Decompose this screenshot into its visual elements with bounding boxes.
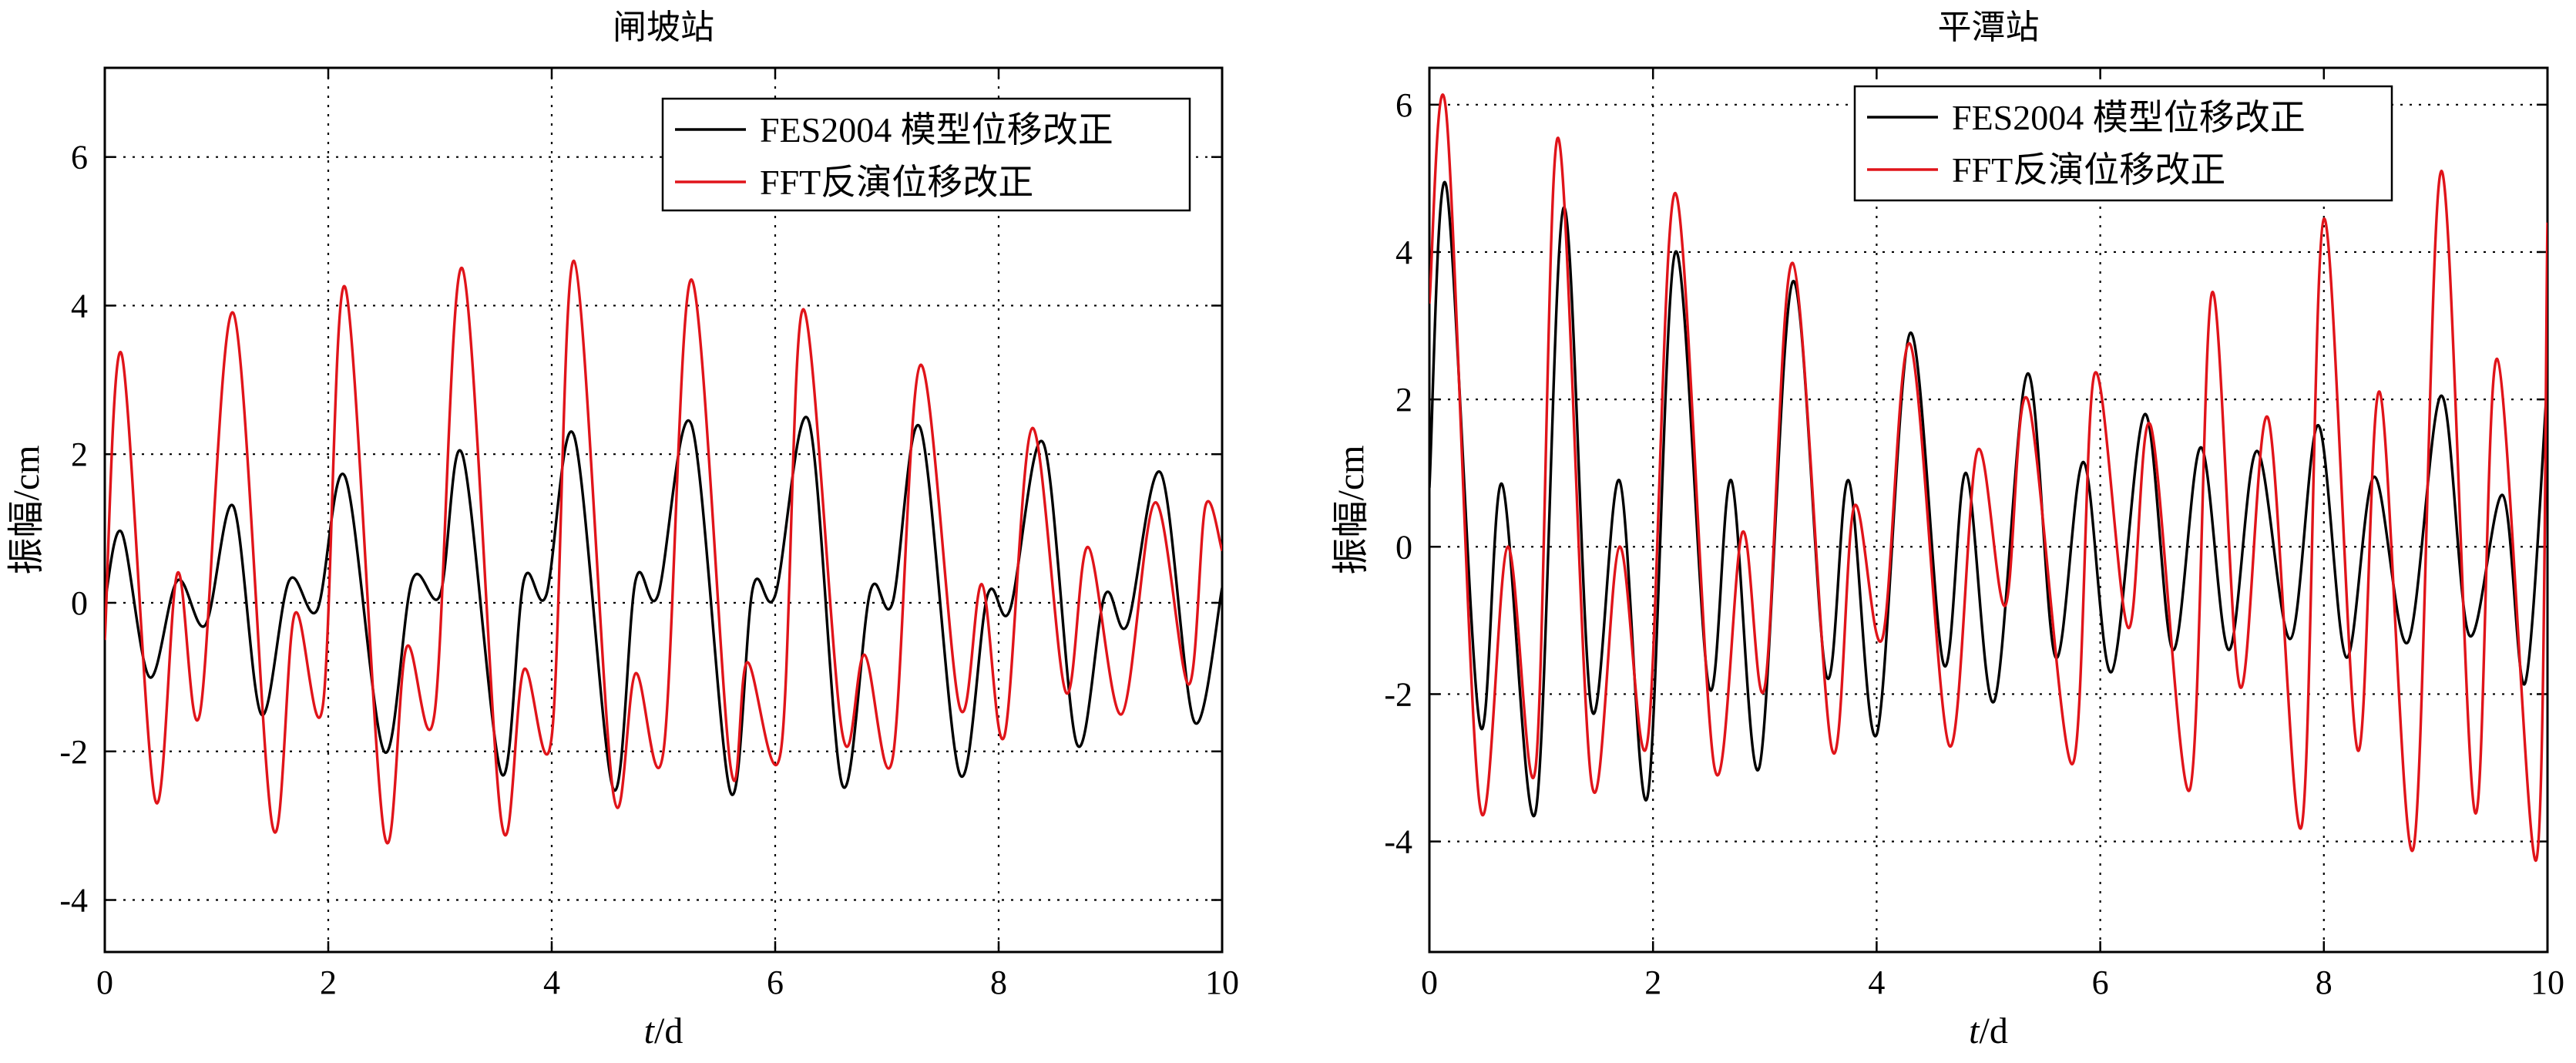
chart-title: 闸坡站 bbox=[613, 8, 714, 46]
y-tick-label: 4 bbox=[71, 287, 88, 325]
y-tick-label: -4 bbox=[59, 882, 88, 920]
x-axis-label-var: t bbox=[644, 1011, 656, 1051]
plot-frame bbox=[1428, 66, 2549, 954]
chart-1: 0 2 4 6 8 10 -4 -2 0 2 4 6 闸坡站 t/d 振幅/cm FES2004 模型位移改正… bbox=[6, 8, 1239, 1051]
series-line-2 bbox=[105, 259, 1222, 845]
legend-box bbox=[661, 97, 1191, 212]
x-tick-label: 6 bbox=[2092, 964, 2109, 1001]
chart-title: 平潭站 bbox=[1938, 8, 2040, 46]
legend-label-2: FFT反演位移改正 bbox=[760, 163, 1033, 202]
x-axis-label-var: t bbox=[1969, 1011, 1980, 1051]
y-tick-label: -4 bbox=[1384, 823, 1412, 861]
legend-label-2: FFT反演位移改正 bbox=[1952, 150, 2225, 190]
y-tick-label: -2 bbox=[59, 733, 88, 771]
x-tick-label: 2 bbox=[320, 964, 337, 1001]
x-tick-label: 0 bbox=[96, 964, 113, 1001]
series-line-1 bbox=[1429, 180, 2547, 817]
y-tick-label: -2 bbox=[1384, 675, 1412, 713]
y-tick-label: 2 bbox=[1395, 381, 1412, 419]
series-line-1 bbox=[105, 415, 1222, 796]
legend-label-1: FES2004 模型位移改正 bbox=[1952, 98, 2306, 137]
x-tick-label: 8 bbox=[990, 964, 1007, 1001]
x-axis-label-unit: /d bbox=[654, 1011, 683, 1051]
legend: FES2004 模型位移改正 FFT反演位移改正 bbox=[1853, 85, 2393, 202]
y-axis-label: 振幅/cm bbox=[6, 446, 47, 575]
legend-box bbox=[1853, 85, 2393, 202]
x-tick-label: 2 bbox=[1644, 964, 1661, 1001]
y-tick-label: 4 bbox=[1395, 234, 1412, 271]
x-tick-label: 4 bbox=[1868, 964, 1885, 1001]
legend: FES2004 模型位移改正 FFT反演位移改正 bbox=[661, 97, 1191, 212]
x-axis-label: t/d bbox=[1969, 1011, 2008, 1051]
y-tick-label: 6 bbox=[1395, 86, 1412, 124]
x-tick-label: 4 bbox=[543, 964, 560, 1001]
chart-2: 0 2 4 6 8 10 -4 -2 0 2 4 6 平潭站 t/d 振幅/cm FES2004 模型位移改正… bbox=[1331, 8, 2564, 1051]
x-tick-label: 10 bbox=[1205, 964, 1239, 1001]
series-line-2 bbox=[1429, 93, 2547, 862]
y-tick-label: 2 bbox=[71, 436, 88, 473]
y-axis-label: 振幅/cm bbox=[1331, 446, 1372, 575]
x-tick-label: 8 bbox=[2316, 964, 2333, 1001]
legend-label-1: FES2004 模型位移改正 bbox=[760, 110, 1113, 150]
plot-frame bbox=[103, 66, 1224, 954]
y-tick-label: 0 bbox=[1395, 528, 1412, 566]
y-tick-label: 6 bbox=[71, 139, 88, 177]
x-tick-label: 10 bbox=[2531, 964, 2564, 1001]
y-tick-label: 0 bbox=[71, 584, 88, 622]
x-tick-label: 0 bbox=[1421, 964, 1438, 1001]
x-axis-label: t/d bbox=[644, 1011, 683, 1051]
x-axis-label-unit: /d bbox=[1980, 1011, 2008, 1051]
x-tick-label: 6 bbox=[767, 964, 784, 1001]
